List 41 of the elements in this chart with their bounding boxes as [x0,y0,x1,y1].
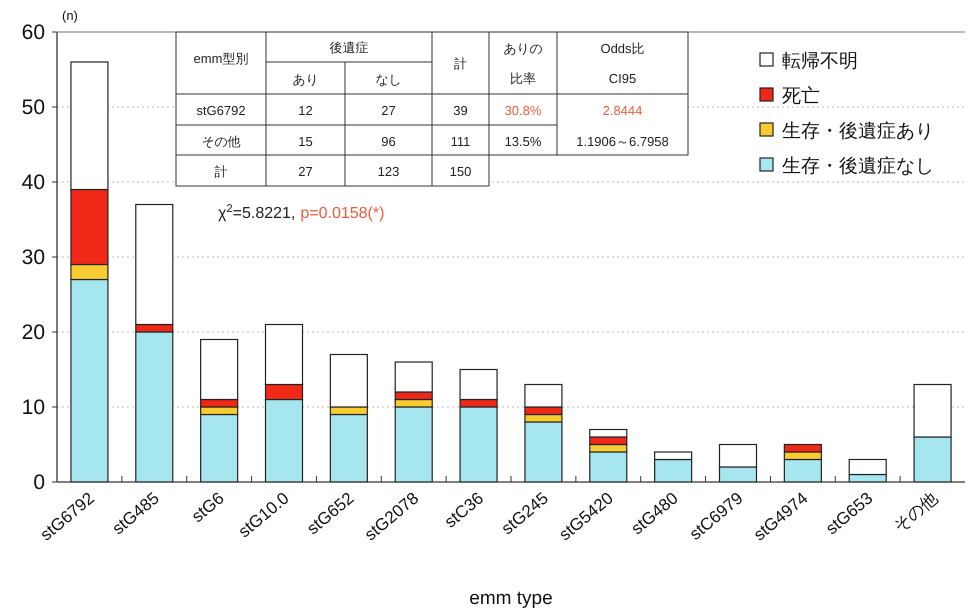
annotation: なし [376,72,402,87]
annotation: emm型別 [194,51,248,66]
annotation: 15 [298,134,313,149]
annotation: p=0.0158(*) [300,205,384,222]
annotation: 2.8444 [602,103,642,118]
y-axis-title: (n) [62,8,78,23]
y-tick-label: 40 [22,171,45,194]
y-tick-label: 30 [22,246,45,269]
annotation: χ$^{2}$=5.8221, [218,203,296,222]
annotation: 比率 [510,71,536,86]
annotation: 96 [381,134,396,149]
annotation: 27 [381,103,396,118]
annotation: 計 [214,164,228,179]
annotation: 1.1906～6.7958 [576,134,669,149]
legend-label: 転帰不明 [782,51,858,72]
x-axis-title: emm type [469,588,553,609]
y-tick-label: 10 [22,396,45,419]
annotation: Odds比 [600,41,645,56]
y-tick-label: 50 [22,96,45,119]
y-tick-label: 60 [22,21,45,44]
legend-label: 死亡 [782,85,820,107]
y-tick-label: 20 [22,321,45,344]
y-tick-label: 0 [33,471,45,494]
legend-label: 生存・後遺症あり [782,121,934,142]
annotation: 計 [454,56,467,71]
annotation: あり [292,72,318,87]
annotation: 111 [450,134,470,149]
annotation: 39 [453,103,468,118]
annotation: 12 [298,103,313,118]
annotation: 13.5% [504,134,542,149]
legend-label: 生存・後遺症なし [782,156,934,177]
annotation: 27 [298,164,313,179]
annotation: 123 [378,164,400,179]
annotation: 後遺症 [330,40,368,55]
annotation: ありの [504,41,542,56]
annotation: その他 [202,134,240,149]
x-tick-label: その他 [890,488,942,536]
annotation: 150 [450,164,472,179]
annotation: stG6792 [196,103,246,118]
annotation: 30.8% [504,103,542,118]
annotation: CI95 [608,71,636,86]
